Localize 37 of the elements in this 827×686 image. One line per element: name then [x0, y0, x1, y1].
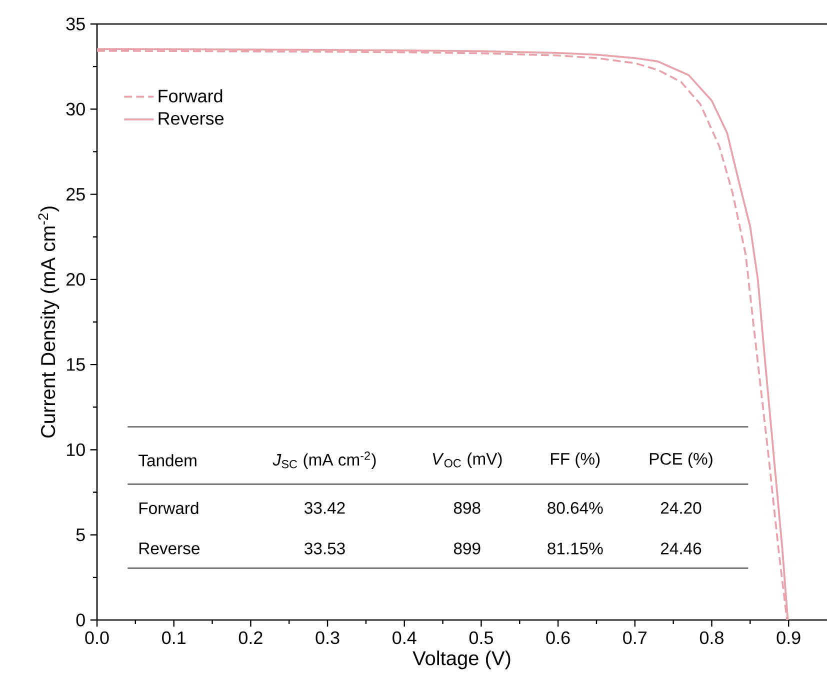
- x-tick-label: 0.8: [700, 631, 724, 644]
- y-axis-title: Current Density (mA cm$^{-2}$): [38, 206, 60, 438]
- annotation: FF (%): [551, 452, 600, 468]
- y-tick-label: 25: [66, 188, 85, 201]
- annotation: 80.64%: [548, 502, 603, 514]
- annotation: PCE (%): [650, 452, 712, 468]
- x-tick-label: 0.7: [623, 631, 647, 644]
- x-tick-label: 0.0: [85, 631, 109, 644]
- y-tick-label: 35: [66, 18, 85, 30]
- annotation: 898: [454, 502, 480, 514]
- annotation: 33.53: [304, 542, 345, 554]
- annotation: Tandem: [138, 454, 196, 466]
- y-tick-label: 15: [66, 358, 85, 371]
- annotation: Reverse: [140, 542, 200, 554]
- annotation: 33.42: [304, 502, 345, 514]
- x-tick-label: 0.6: [546, 631, 570, 644]
- x-tick-label: 0.3: [316, 631, 340, 644]
- x-tick-label: 0.2: [238, 631, 262, 644]
- annotation: 899: [454, 542, 480, 554]
- x-tick-label: 0.4: [392, 631, 416, 644]
- legend-label: Reverse: [158, 112, 224, 125]
- annotation: J$_{SC}$ (mA cm$^{-2}$): [272, 452, 376, 469]
- annotation: 81.15%: [548, 542, 603, 554]
- x-tick-label: 0.5: [469, 631, 493, 644]
- annotation: 24.46: [660, 542, 702, 554]
- y-tick-label: 5: [76, 528, 85, 542]
- y-tick-label: 10: [66, 443, 85, 456]
- y-tick-label: 20: [66, 273, 85, 286]
- legend-label: Forward: [158, 89, 222, 102]
- y-tick-label: 0: [76, 614, 85, 626]
- annotation: Forward: [140, 502, 198, 514]
- y-tick-label: 30: [66, 102, 85, 116]
- annotation: 24.20: [660, 502, 702, 514]
- x-tick-label: 0.9: [776, 631, 800, 644]
- x-tick-label: 0.1: [162, 631, 186, 644]
- annotation: V$_{OC}$ (mV): [432, 452, 502, 468]
- x-axis-title: Voltage (V): [412, 650, 510, 670]
